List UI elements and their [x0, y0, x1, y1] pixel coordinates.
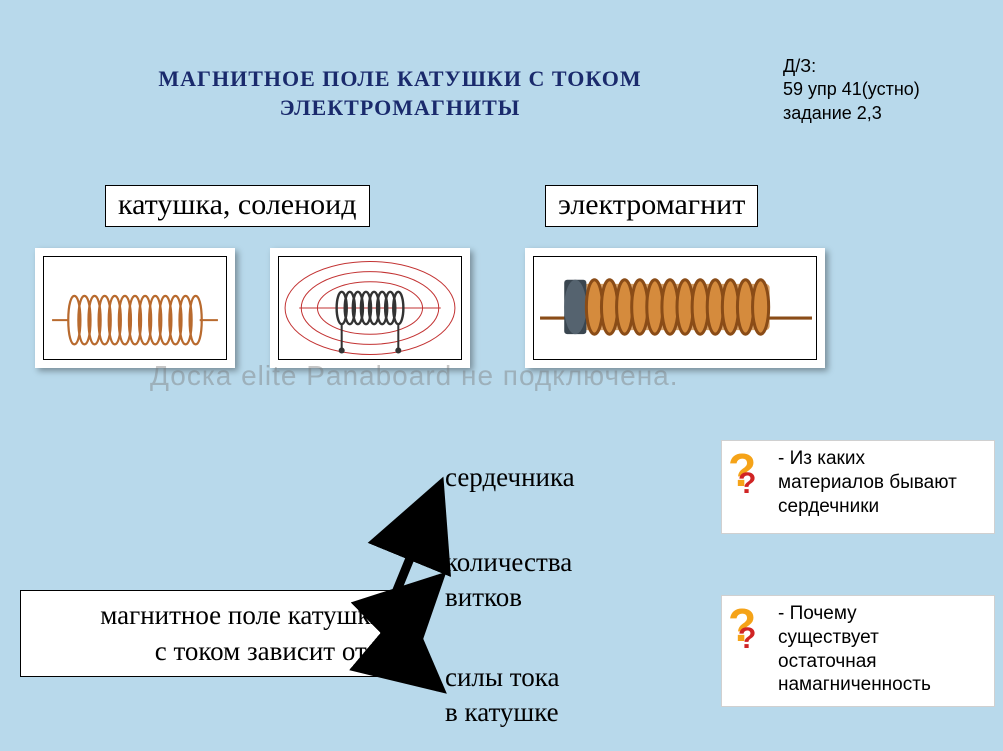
question-mark-icon: ? ?: [722, 596, 774, 706]
question-mark-icon: ? ?: [722, 441, 774, 533]
question-card-remanence: ? ? - Почему существует остаточная намаг…: [721, 595, 995, 707]
question-card-materials: ? ? - Из каких материалов бывают сердечн…: [721, 440, 995, 534]
